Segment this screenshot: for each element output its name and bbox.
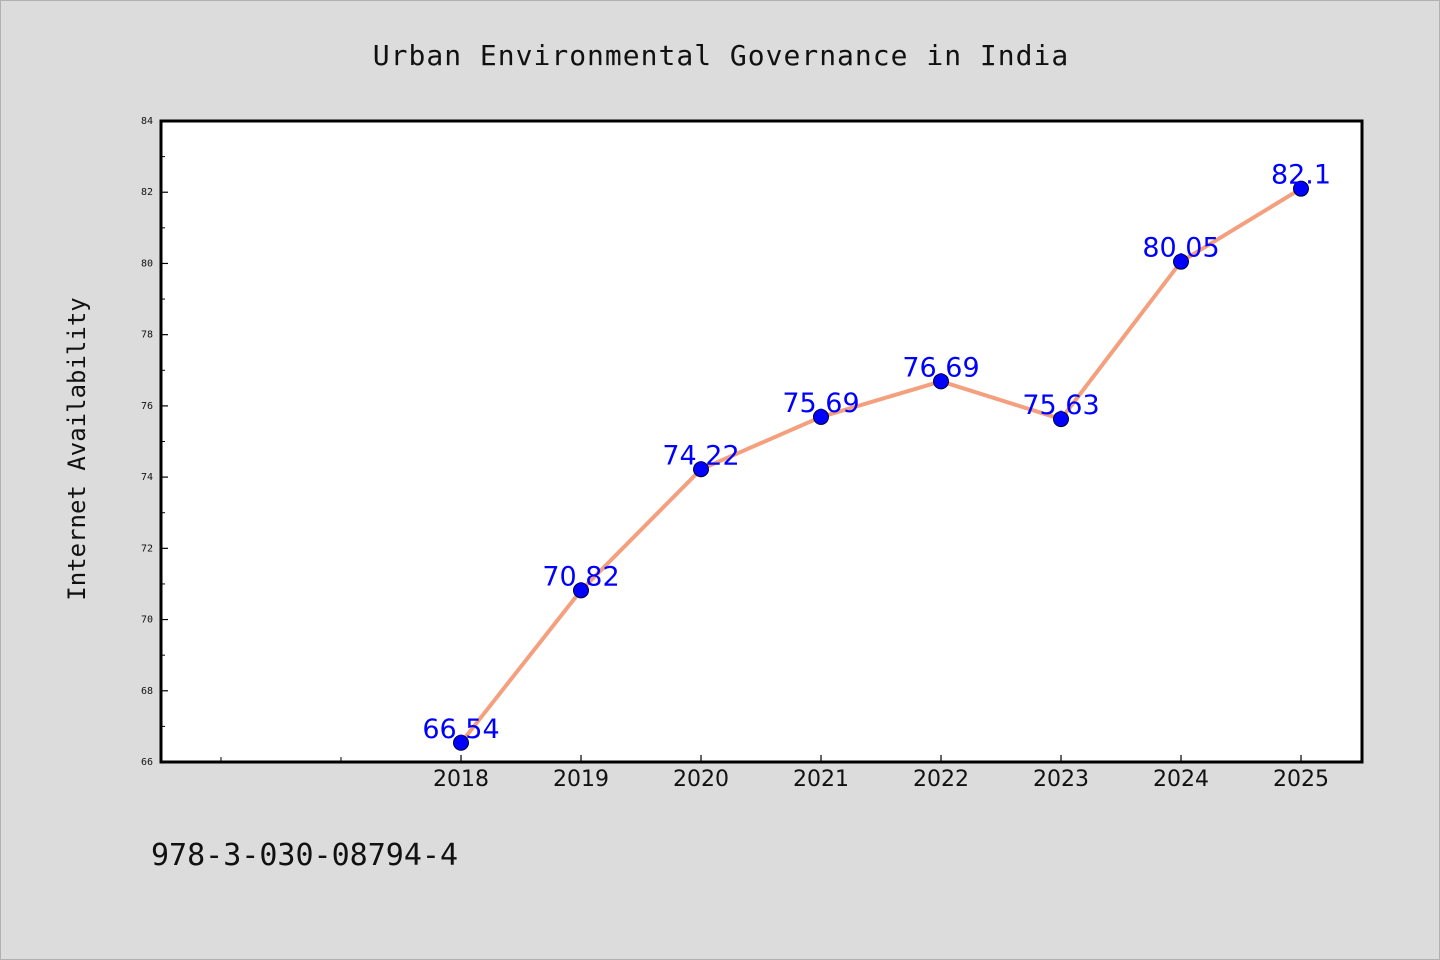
y-tick-label: 82 [141,187,153,198]
data-label: 75.63 [1022,390,1099,421]
y-tick-label: 68 [141,686,153,697]
data-label: 74.22 [662,440,739,471]
data-label: 76.69 [902,352,979,383]
isbn-text: 978-3-030-08794-4 [151,838,458,873]
data-point [1053,411,1069,428]
y-tick-label: 84 [141,116,153,127]
series-line [459,186,1303,745]
x-tick-label: 2018 [433,767,489,792]
data-point [1293,180,1309,197]
data-point [1173,253,1189,270]
data-point [573,582,589,599]
data-label-layer: 66.54 70.82 74.22 75.69 76.69 75.63 80.05 82.1 [422,160,1331,745]
data-label: 70.82 [542,561,619,592]
y-tick-label: 76 [141,401,153,412]
data-label: 82.1 [1271,160,1331,191]
y-axis-label: Internet Availability [63,297,91,600]
y-tick-label: 66 [141,757,153,768]
data-label: 75.69 [782,388,859,419]
x-tick-label: 2022 [913,767,969,792]
y-tick-label: 78 [141,330,153,341]
data-point [453,734,469,751]
x-tick-label: 2021 [793,767,849,792]
y-tick-label: 74 [141,472,153,483]
chart-title: Urban Environmental Governance in India [373,39,1069,72]
x-tick-label: 2019 [553,767,609,792]
data-point [693,461,709,478]
x-tick-label: 2025 [1273,767,1329,792]
x-tick-label: 2023 [1033,767,1089,792]
x-tick-label: 2024 [1153,767,1209,792]
x-axis: 2018 2019 2020 2021 2022 2023 2024 2025 [220,755,1329,792]
y-tick-label: 72 [141,543,153,554]
data-point [813,408,829,425]
data-label: 66.54 [422,714,499,745]
data-point [933,373,949,390]
y-tick-label: 70 [141,615,153,626]
y-axis: 66 68 70 72 74 76 78 80 82 84 [141,116,168,768]
series-layer [453,180,1309,751]
y-tick-label: 80 [141,258,153,269]
x-tick-label: 2020 [673,767,729,792]
data-label: 80.05 [1142,233,1219,264]
